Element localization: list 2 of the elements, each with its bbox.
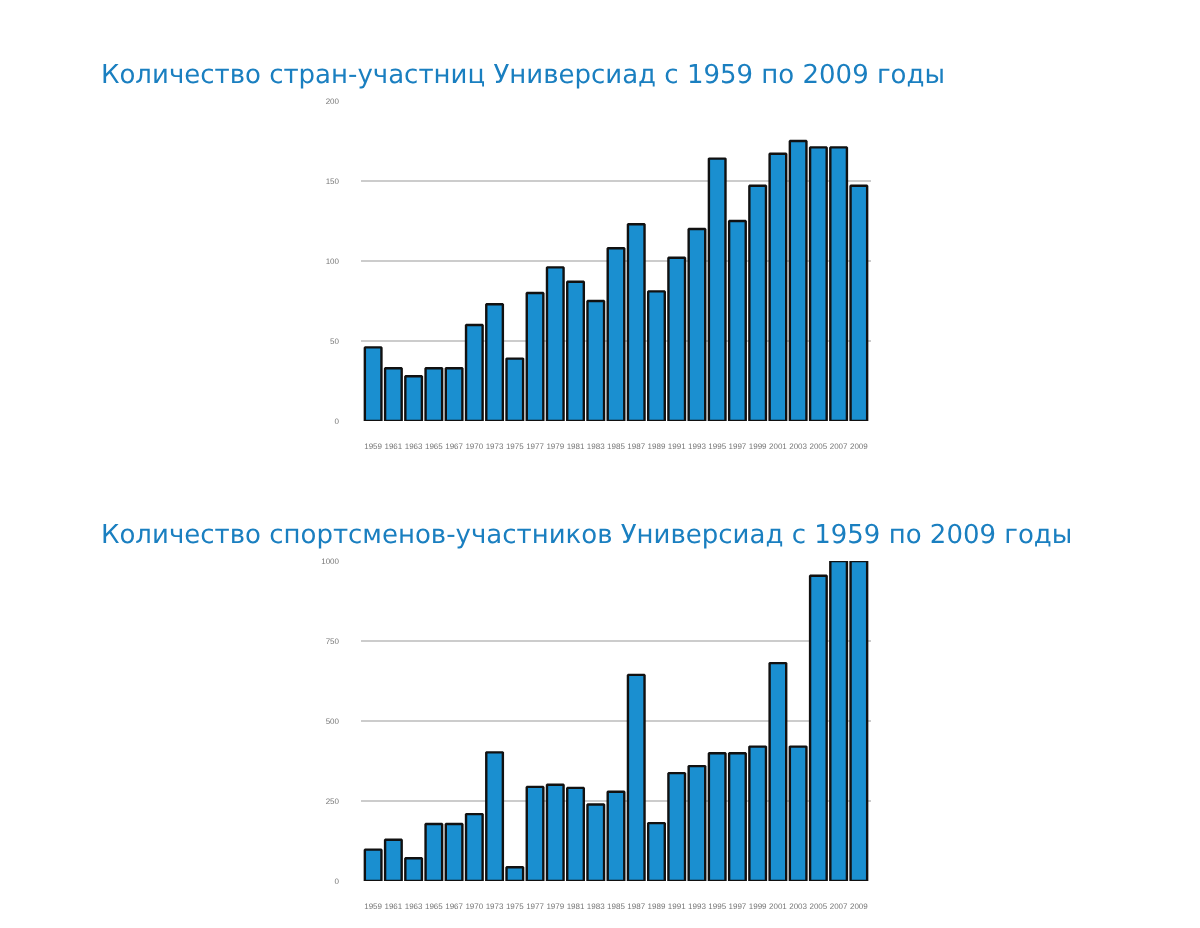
chart-title: Количество спортсменов-участников Универсиад с 1959 по 2009 годы xyxy=(101,521,1073,551)
chart-title: Количество стран-участниц Универсиад с 1959 по 2009 годы xyxy=(101,61,946,91)
